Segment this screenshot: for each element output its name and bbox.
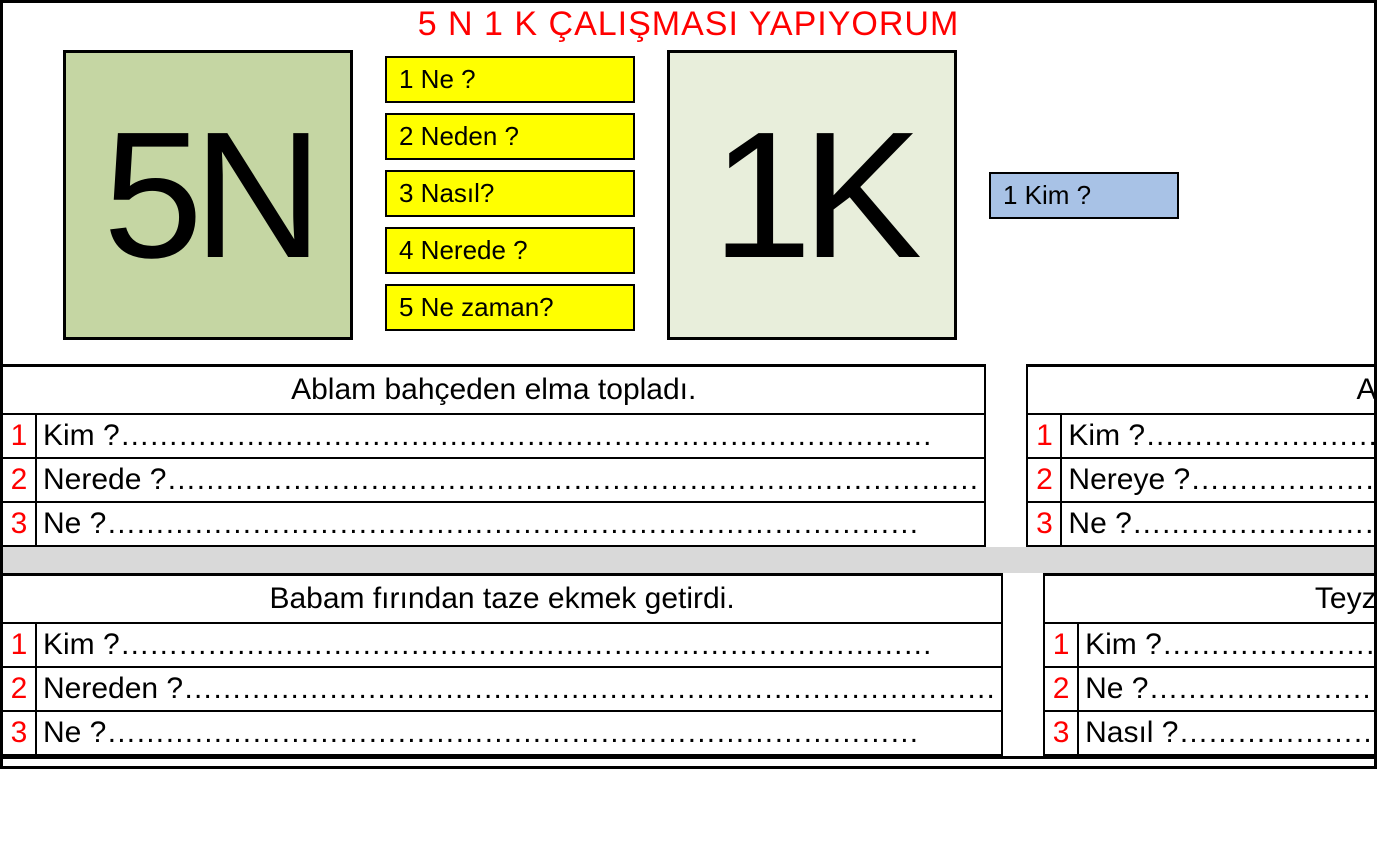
qa-sentence: Ablam bahçeden elma topladı. xyxy=(3,367,984,415)
answer-line: ………………………………………………………………………… xyxy=(106,507,918,540)
qa-question: Ne ? xyxy=(43,507,106,540)
qa-num: 3 xyxy=(1045,712,1079,754)
qa-block-2: Annem eve patates aldı. 1 Kim ?………………………… xyxy=(1026,364,1377,547)
qa-num: 3 xyxy=(1028,503,1062,545)
qa-text: Ne ?………………………………………………………………………… xyxy=(1079,668,1377,710)
answer-line: ………………………………………………………………………… xyxy=(120,628,932,661)
qa-num: 1 xyxy=(1045,624,1079,666)
qa-sentence: Annem eve patates aldı. xyxy=(1028,367,1377,415)
page-title: 5 N 1 K ÇALIŞMASI YAPIYORUM xyxy=(3,3,1374,50)
worksheet-page: 5 N 1 K ÇALIŞMASI YAPIYORUM 5N 1 Ne ? 2 … xyxy=(0,0,1377,769)
qa-row: 3 Ne ?………………………………………………………………………… xyxy=(3,712,1001,756)
qa-question: Ne ? xyxy=(1085,672,1148,705)
section-spacer xyxy=(3,547,1374,573)
qa-row: 2 Nereye ?………………………………………………………………………… xyxy=(1028,459,1377,503)
answer-line: ………………………………………………………………………… xyxy=(1178,716,1377,749)
answer-line: ………………………………………………………………………… xyxy=(1148,672,1377,705)
qa-num: 1 xyxy=(3,415,37,457)
answer-line: ………………………………………………………………………… xyxy=(1190,463,1377,496)
qa-row: 3 Nasıl ?………………………………………………………………………… xyxy=(1045,712,1377,756)
qa-num: 2 xyxy=(3,459,37,501)
qa-text: Nerede ?………………………………………………………………………… xyxy=(37,459,984,501)
answer-line: ………………………………………………………………………… xyxy=(1145,419,1377,452)
answer-line: ………………………………………………………………………… xyxy=(120,419,932,452)
answer-line: ………………………………………………………………………… xyxy=(183,672,995,705)
qa-num: 2 xyxy=(3,668,37,710)
qa-text: Ne ?………………………………………………………………………… xyxy=(1062,503,1377,545)
k-question-1: 1 Kim ? xyxy=(989,172,1179,219)
qa-question: Kim ? xyxy=(1068,419,1145,452)
box-1k: 1K xyxy=(667,50,957,340)
qa-question: Ne ? xyxy=(1068,507,1131,540)
qa-question: Kim ? xyxy=(43,419,120,452)
qa-sentence: Teyzem nefis kurabiler yapmış. xyxy=(1045,576,1377,624)
n-question-3: 3 Nasıl? xyxy=(385,170,635,217)
answer-line: ………………………………………………………………………… xyxy=(1162,628,1377,661)
qa-row: 2 Nerede ?………………………………………………………………………… xyxy=(3,459,984,503)
qa-row: 2 Ne ?………………………………………………………………………… xyxy=(1045,668,1377,712)
qa-num: 3 xyxy=(3,712,37,754)
bottom-border xyxy=(3,756,1374,766)
qa-question: Kim ? xyxy=(43,628,120,661)
qa-grid-row-1: Ablam bahçeden elma topladı. 1 Kim ?…………… xyxy=(3,364,1374,547)
n-question-4: 4 Nerede ? xyxy=(385,227,635,274)
qa-num: 2 xyxy=(1028,459,1062,501)
qa-row: 2 Nereden ?………………………………………………………………………… xyxy=(3,668,1001,712)
qa-sentence: Babam fırından taze ekmek getirdi. xyxy=(3,576,1001,624)
answer-line: ………………………………………………………………………… xyxy=(166,463,978,496)
qa-num: 2 xyxy=(1045,668,1079,710)
qa-block-3: Babam fırından taze ekmek getirdi. 1 Kim… xyxy=(3,573,1003,756)
qa-block-1: Ablam bahçeden elma topladı. 1 Kim ?…………… xyxy=(3,364,986,547)
qa-text: Ne ?………………………………………………………………………… xyxy=(37,712,1001,754)
qa-text: Kim ?………………………………………………………………………… xyxy=(37,624,1001,666)
qa-text: Kim ?………………………………………………………………………… xyxy=(1062,415,1377,457)
qa-question: Nereye ? xyxy=(1068,463,1190,496)
n-questions-list: 1 Ne ? 2 Neden ? 3 Nasıl? 4 Nerede ? 5 N… xyxy=(385,56,635,331)
qa-text: Ne ?………………………………………………………………………… xyxy=(37,503,984,545)
k-question-wrap: 1 Kim ? xyxy=(989,172,1179,219)
qa-text: Nereden ?………………………………………………………………………… xyxy=(37,668,1001,710)
qa-row: 1 Kim ?………………………………………………………………………… xyxy=(3,624,1001,668)
answer-line: ………………………………………………………………………… xyxy=(1132,507,1377,540)
qa-text: Nasıl ?………………………………………………………………………… xyxy=(1079,712,1377,754)
qa-question: Nerede ? xyxy=(43,463,166,496)
qa-question: Ne ? xyxy=(43,716,106,749)
qa-row: 1 Kim ?………………………………………………………………………… xyxy=(3,415,984,459)
qa-question: Nereden ? xyxy=(43,672,183,705)
qa-row: 1 Kim ?………………………………………………………………………… xyxy=(1028,415,1377,459)
qa-block-4: Teyzem nefis kurabiler yapmış. 1 Kim ?……… xyxy=(1043,573,1377,756)
n-question-5: 5 Ne zaman? xyxy=(385,284,635,331)
qa-row: 3 Ne ?………………………………………………………………………… xyxy=(3,503,984,547)
qa-row: 3 Ne ?………………………………………………………………………… xyxy=(1028,503,1377,547)
hero-section: 5N 1 Ne ? 2 Neden ? 3 Nasıl? 4 Nerede ? … xyxy=(3,50,1374,364)
qa-text: Nereye ?………………………………………………………………………… xyxy=(1062,459,1377,501)
qa-question: Kim ? xyxy=(1085,628,1162,661)
box-5n: 5N xyxy=(63,50,353,340)
n-question-2: 2 Neden ? xyxy=(385,113,635,160)
answer-line: ………………………………………………………………………… xyxy=(106,716,918,749)
n-question-1: 1 Ne ? xyxy=(385,56,635,103)
qa-row: 1 Kim ?………………………………………………………………………… xyxy=(1045,624,1377,668)
qa-text: Kim ?………………………………………………………………………… xyxy=(37,415,984,457)
qa-num: 1 xyxy=(3,624,37,666)
qa-grid-row-2: Babam fırından taze ekmek getirdi. 1 Kim… xyxy=(3,573,1374,756)
qa-text: Kim ?………………………………………………………………………… xyxy=(1079,624,1377,666)
qa-question: Nasıl ? xyxy=(1085,716,1178,749)
qa-num: 3 xyxy=(3,503,37,545)
qa-num: 1 xyxy=(1028,415,1062,457)
